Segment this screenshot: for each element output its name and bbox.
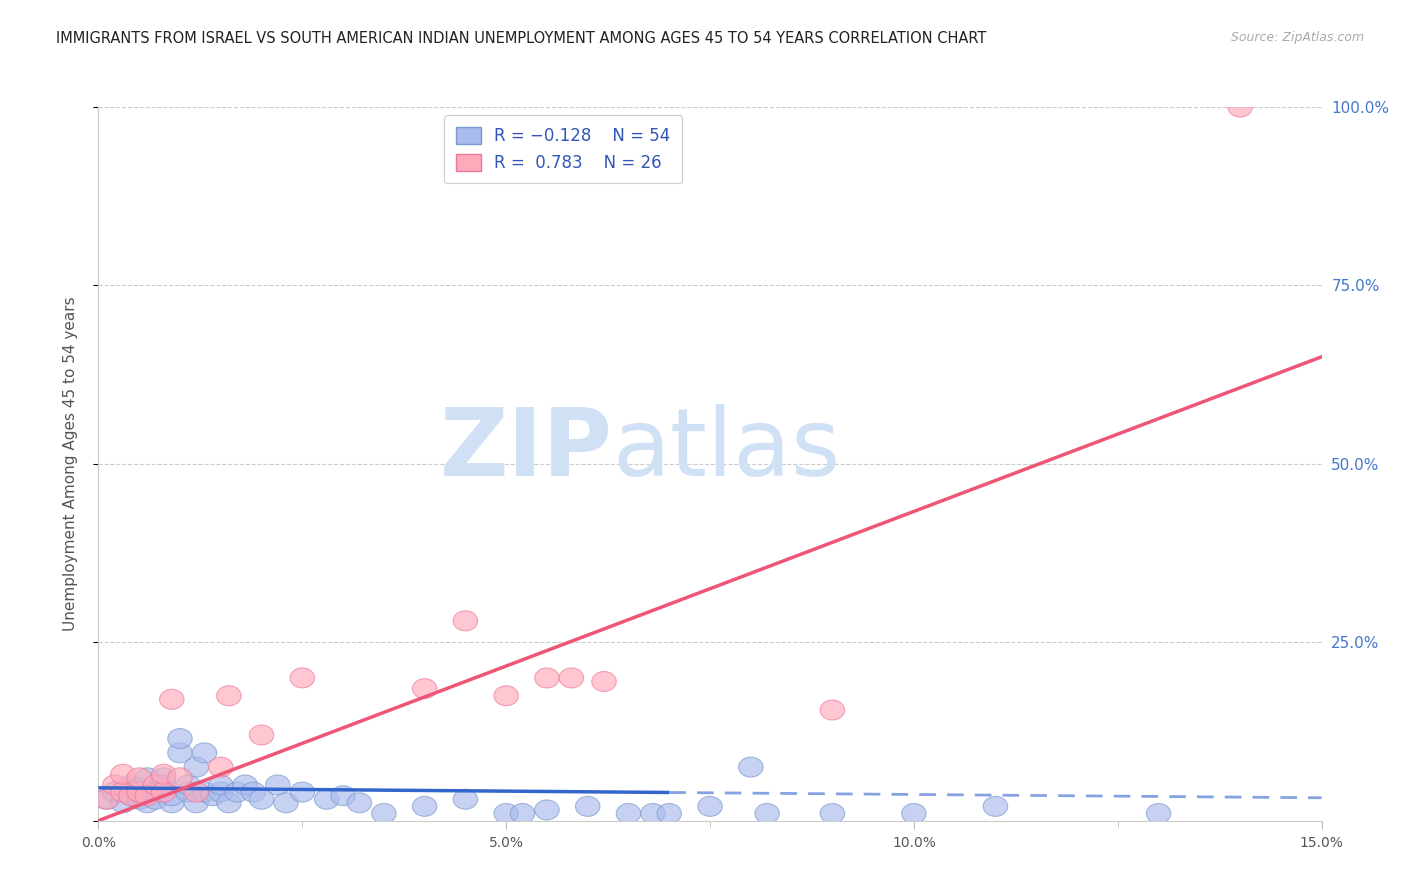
Ellipse shape: [1146, 804, 1171, 823]
Ellipse shape: [120, 786, 143, 805]
Ellipse shape: [152, 768, 176, 788]
Ellipse shape: [167, 729, 193, 748]
Ellipse shape: [143, 782, 167, 802]
Ellipse shape: [225, 782, 249, 802]
Ellipse shape: [290, 782, 315, 802]
Ellipse shape: [120, 786, 143, 805]
Text: Source: ZipAtlas.com: Source: ZipAtlas.com: [1230, 31, 1364, 45]
Ellipse shape: [242, 782, 266, 802]
Ellipse shape: [208, 782, 233, 802]
Ellipse shape: [560, 668, 583, 688]
Ellipse shape: [143, 775, 167, 795]
Ellipse shape: [176, 782, 201, 802]
Text: IMMIGRANTS FROM ISRAEL VS SOUTH AMERICAN INDIAN UNEMPLOYMENT AMONG AGES 45 TO 54: IMMIGRANTS FROM ISRAEL VS SOUTH AMERICAN…: [56, 31, 987, 46]
Ellipse shape: [201, 786, 225, 805]
Ellipse shape: [160, 690, 184, 709]
Ellipse shape: [534, 800, 560, 820]
Ellipse shape: [217, 793, 242, 813]
Ellipse shape: [534, 668, 560, 688]
Ellipse shape: [738, 757, 763, 777]
Ellipse shape: [94, 789, 120, 809]
Ellipse shape: [160, 786, 184, 805]
Ellipse shape: [266, 775, 290, 795]
Ellipse shape: [412, 797, 437, 816]
Ellipse shape: [167, 768, 193, 788]
Ellipse shape: [983, 797, 1008, 816]
Ellipse shape: [127, 768, 152, 788]
Ellipse shape: [135, 786, 160, 805]
Ellipse shape: [290, 668, 315, 688]
Ellipse shape: [152, 775, 176, 795]
Ellipse shape: [135, 793, 160, 813]
Ellipse shape: [103, 782, 127, 802]
Ellipse shape: [641, 804, 665, 823]
Ellipse shape: [143, 789, 167, 809]
Ellipse shape: [494, 804, 519, 823]
Ellipse shape: [494, 686, 519, 706]
Ellipse shape: [111, 782, 135, 802]
Ellipse shape: [616, 804, 641, 823]
Ellipse shape: [120, 775, 143, 795]
Ellipse shape: [160, 793, 184, 813]
Ellipse shape: [510, 804, 534, 823]
Ellipse shape: [901, 804, 927, 823]
Ellipse shape: [103, 775, 127, 795]
Ellipse shape: [371, 804, 396, 823]
Ellipse shape: [233, 775, 257, 795]
Ellipse shape: [274, 793, 298, 813]
Ellipse shape: [127, 789, 152, 809]
Ellipse shape: [412, 679, 437, 698]
Legend: Immigrants from Israel, South American Indians: Immigrants from Israel, South American I…: [477, 886, 943, 892]
Ellipse shape: [697, 797, 723, 816]
Ellipse shape: [111, 793, 135, 813]
Y-axis label: Unemployment Among Ages 45 to 54 years: Unemployment Among Ages 45 to 54 years: [63, 296, 77, 632]
Text: ZIP: ZIP: [439, 403, 612, 496]
Ellipse shape: [208, 775, 233, 795]
Ellipse shape: [184, 782, 208, 802]
Ellipse shape: [152, 764, 176, 784]
Ellipse shape: [135, 768, 160, 788]
Ellipse shape: [217, 686, 242, 706]
Ellipse shape: [347, 793, 371, 813]
Ellipse shape: [152, 782, 176, 802]
Ellipse shape: [94, 789, 120, 809]
Ellipse shape: [330, 786, 356, 805]
Ellipse shape: [820, 700, 845, 720]
Ellipse shape: [575, 797, 600, 816]
Text: atlas: atlas: [612, 403, 841, 496]
Ellipse shape: [184, 757, 208, 777]
Ellipse shape: [176, 775, 201, 795]
Ellipse shape: [193, 743, 217, 763]
Ellipse shape: [755, 804, 779, 823]
Ellipse shape: [127, 782, 152, 802]
Ellipse shape: [453, 611, 478, 631]
Ellipse shape: [249, 725, 274, 745]
Ellipse shape: [193, 782, 217, 802]
Ellipse shape: [167, 743, 193, 763]
Ellipse shape: [184, 793, 208, 813]
Ellipse shape: [1227, 97, 1253, 117]
Ellipse shape: [453, 789, 478, 809]
Ellipse shape: [657, 804, 682, 823]
Ellipse shape: [315, 789, 339, 809]
Ellipse shape: [127, 779, 152, 798]
Ellipse shape: [820, 804, 845, 823]
Ellipse shape: [208, 757, 233, 777]
Ellipse shape: [249, 789, 274, 809]
Ellipse shape: [592, 672, 616, 691]
Ellipse shape: [111, 764, 135, 784]
